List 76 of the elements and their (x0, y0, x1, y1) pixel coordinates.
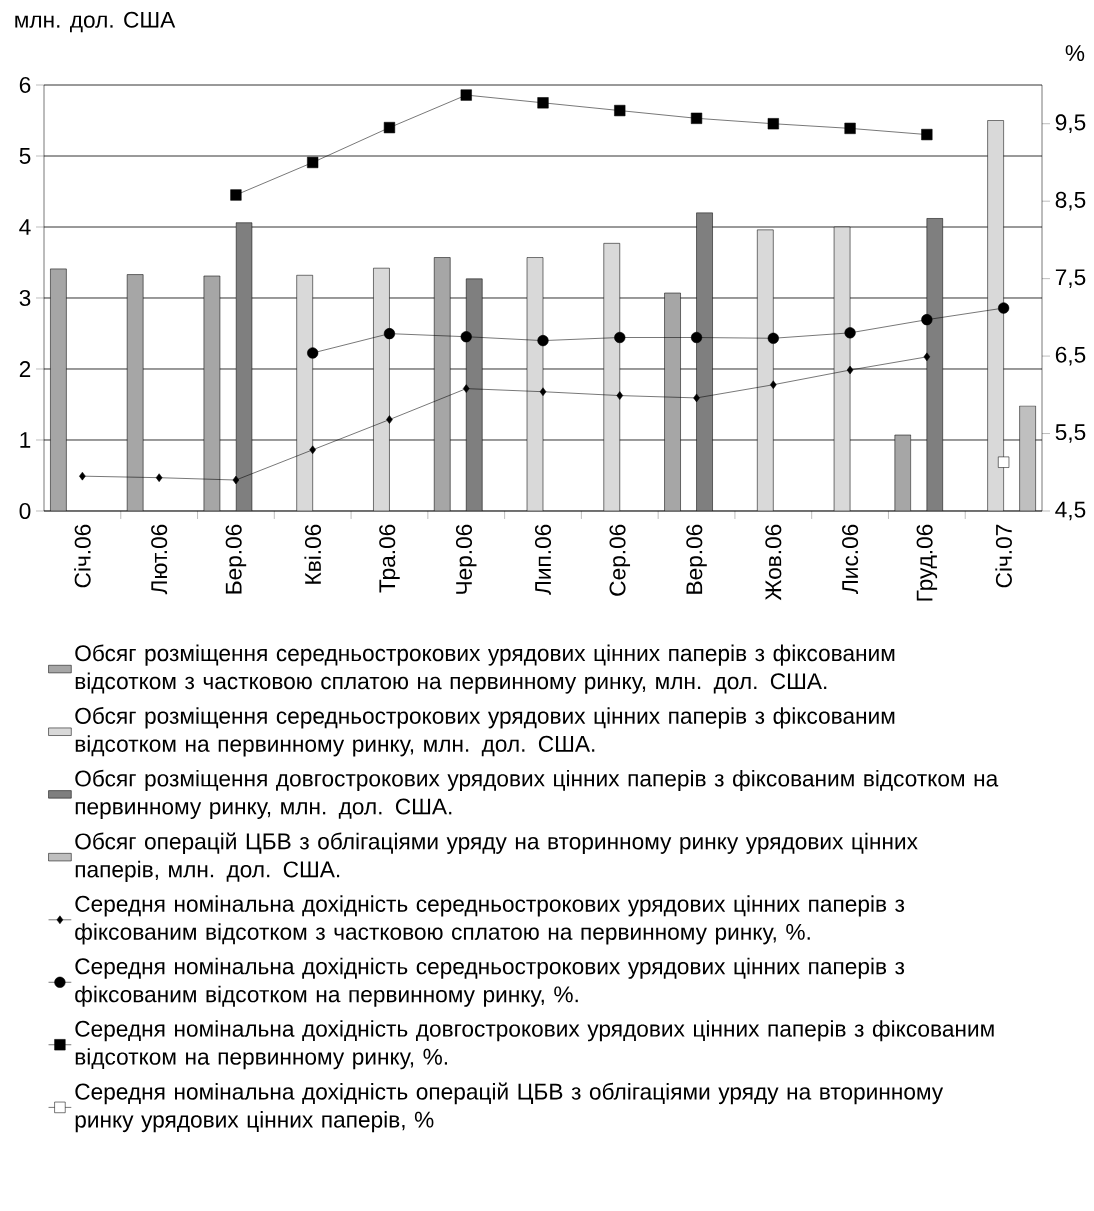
x-tick-label: Кві.06 (304, 524, 322, 584)
point (690, 331, 703, 344)
point (383, 328, 396, 340)
y-tick-label: 4 (19, 219, 31, 235)
y-tick-label: 0 (19, 502, 31, 520)
y-tick-label: 1 (20, 432, 31, 448)
y-tick-label: 2 (19, 361, 31, 377)
point (616, 391, 624, 400)
point (462, 384, 470, 393)
point (539, 387, 547, 396)
y2-tick-label: 6,5 (1055, 346, 1086, 366)
point (921, 128, 933, 141)
point (155, 473, 163, 482)
point (309, 445, 316, 455)
point (232, 475, 240, 485)
point (383, 122, 396, 134)
legend-label: Середня номінальна дохідність середньострокових урядових цінних паперів з фіксованим відсотком на первинному ринку, %. (75, 957, 905, 1007)
x-tick-label: Тра.06 (379, 524, 400, 593)
bar (296, 275, 313, 511)
point (460, 331, 472, 343)
point (770, 380, 777, 390)
x-tick-label: Лип.06 (534, 524, 552, 595)
y2-tick-label: 8,5 (1055, 191, 1086, 211)
y-axis-title: млн. дол. США (15, 11, 176, 33)
point (998, 456, 1010, 468)
legend-label: Середня номінальна дохідність довгострокових урядових цінних паперів з фіксованим відсотком на первинному ринку, %. (75, 1020, 994, 1070)
y2-tick-label: 9,5 (1055, 114, 1086, 134)
x-tick-label: Чер.06 (455, 524, 477, 594)
x-tick-label: Лис.06 (842, 524, 859, 594)
y-tick-label: 3 (19, 289, 31, 307)
x-tick-label: Груд.06 (916, 524, 938, 601)
point (79, 471, 86, 481)
y-tick-label: 5 (19, 148, 31, 164)
x-tick-label: Бер.06 (225, 524, 247, 594)
point (767, 118, 779, 130)
legend-label: Обсяг розміщення довгострокових урядових цінних паперів з фіксованим відсотком на первинному ринку, млн. дол. США. (75, 769, 999, 820)
legend-label: Обсяг розміщення середньострокових урядових цінних паперів з фіксованим відсотком на первинному ринку, млн. дол. США. (75, 707, 895, 757)
x-tick-label: Вер.06 (686, 524, 707, 594)
point (690, 112, 703, 124)
point (537, 335, 549, 347)
point (923, 352, 931, 362)
bar (603, 243, 621, 511)
legend-label: Обсяг операцій ЦБВ з облігаціями уряду на вторинному ринку урядових цінних паперів, млн. дол. США. (75, 832, 918, 882)
point (921, 314, 933, 326)
y-tick-label: 6 (19, 76, 31, 94)
y2-tick-label: 4,5 (1055, 501, 1086, 521)
bar (696, 212, 713, 511)
x-tick-label: Січ.07 (995, 524, 1012, 588)
point (844, 122, 856, 134)
y2-tick-label: 5,5 (1055, 424, 1086, 443)
point (767, 332, 779, 344)
y2-axis-title: % (1065, 45, 1085, 61)
point (846, 365, 854, 375)
bar (465, 278, 483, 511)
point (614, 104, 626, 117)
x-tick-label: Лют.06 (151, 524, 168, 595)
point (307, 156, 319, 169)
point (230, 189, 242, 201)
x-tick-label: Сер.06 (609, 524, 631, 596)
point (844, 327, 856, 339)
bar (373, 267, 390, 511)
point (614, 331, 626, 344)
y2-tick-label: 7,5 (1055, 269, 1086, 288)
point (386, 415, 393, 424)
point (998, 302, 1010, 314)
legend-label: Середня номінальна дохідність середньострокових урядових цінних паперів з фіксованим відсотком з частковою сплатою на первинному ринку, %. (75, 895, 905, 945)
legend-label: Середня номінальна дохідність операцій ЦБВ з облігаціями уряду на вторинному ринку урядових цінних паперів, % (75, 1082, 944, 1133)
x-tick-label: Січ.06 (74, 524, 91, 588)
point (460, 89, 472, 101)
legend-label: Обсяг розміщення середньострокових урядових цінних паперів з фіксованим відсотком з частковою сплатою на первинному ринку, млн. дол. США. (75, 644, 895, 694)
point (537, 97, 549, 109)
bar (757, 229, 774, 511)
bar (987, 120, 1004, 511)
point (307, 347, 319, 359)
x-tick-label: Жов.06 (765, 524, 782, 601)
point (693, 393, 700, 403)
